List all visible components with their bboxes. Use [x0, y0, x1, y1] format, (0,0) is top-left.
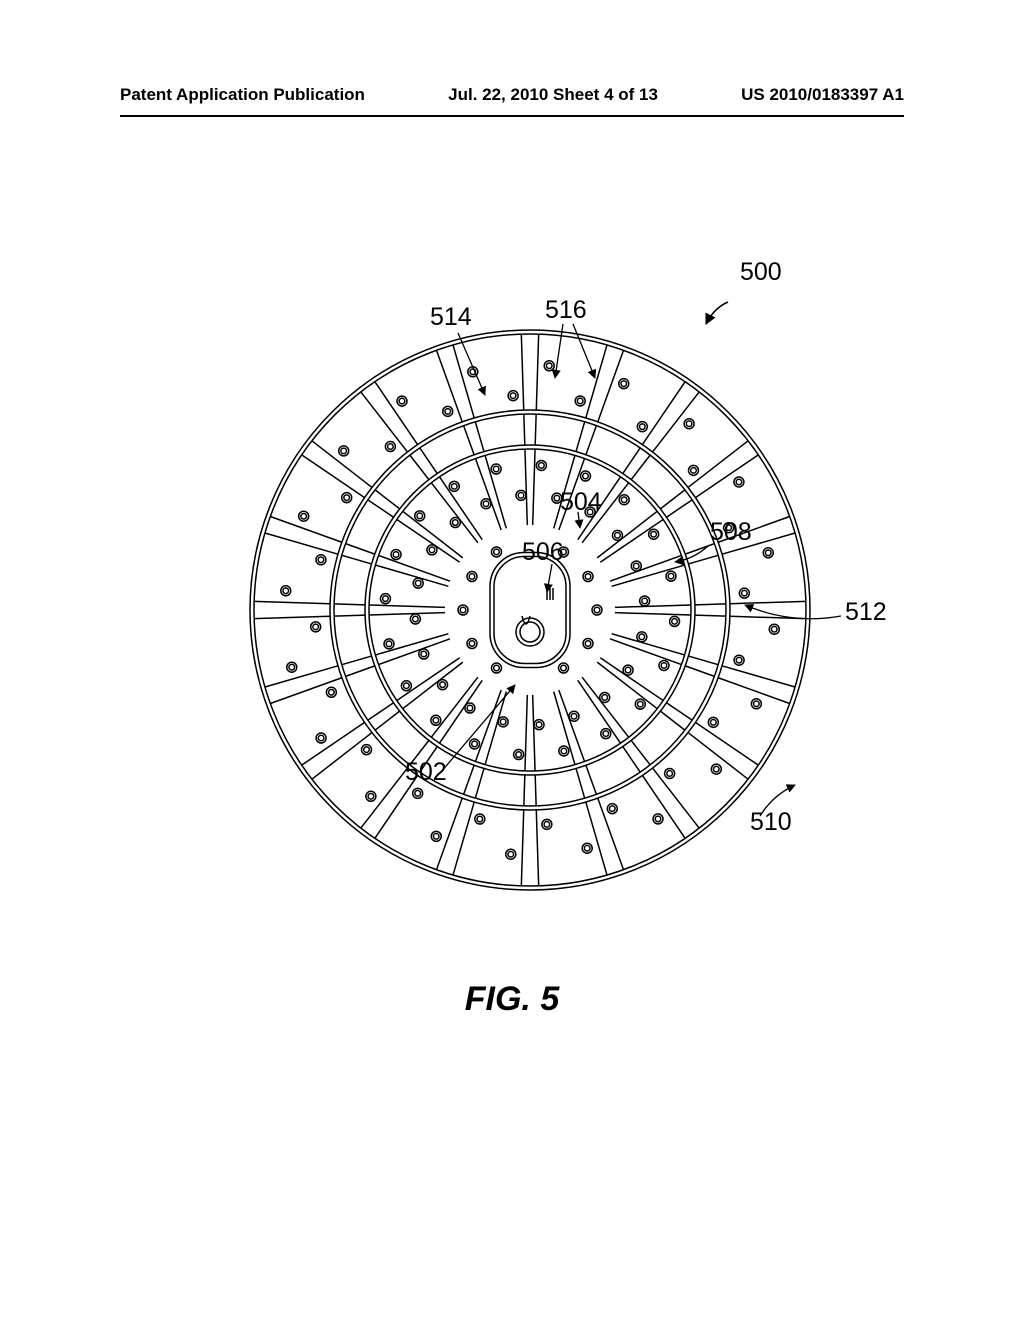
figure-svg: 514516500504506508512502510 — [150, 250, 874, 950]
svg-text:506: 506 — [522, 538, 564, 566]
svg-text:512: 512 — [845, 598, 887, 626]
svg-text:508: 508 — [710, 518, 752, 546]
figure-caption: FIG. 5 — [0, 980, 1024, 1019]
page-header: Patent Application Publication Jul. 22, … — [120, 85, 904, 115]
svg-text:510: 510 — [750, 808, 792, 836]
svg-text:504: 504 — [560, 488, 602, 516]
header-center: Jul. 22, 2010 Sheet 4 of 13 — [448, 85, 658, 115]
svg-text:502: 502 — [405, 758, 447, 786]
header-rule — [120, 115, 904, 117]
figure-5: 514516500504506508512502510 — [150, 250, 874, 1010]
svg-text:514: 514 — [430, 303, 472, 331]
header-left: Patent Application Publication — [120, 85, 365, 115]
svg-text:516: 516 — [545, 296, 587, 324]
svg-text:500: 500 — [740, 258, 782, 286]
header-right: US 2010/0183397 A1 — [741, 85, 904, 115]
